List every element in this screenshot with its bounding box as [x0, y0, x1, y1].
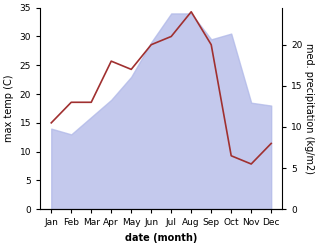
Y-axis label: max temp (C): max temp (C) [4, 75, 14, 142]
Y-axis label: med. precipitation (kg/m2): med. precipitation (kg/m2) [304, 43, 314, 174]
X-axis label: date (month): date (month) [125, 233, 197, 243]
